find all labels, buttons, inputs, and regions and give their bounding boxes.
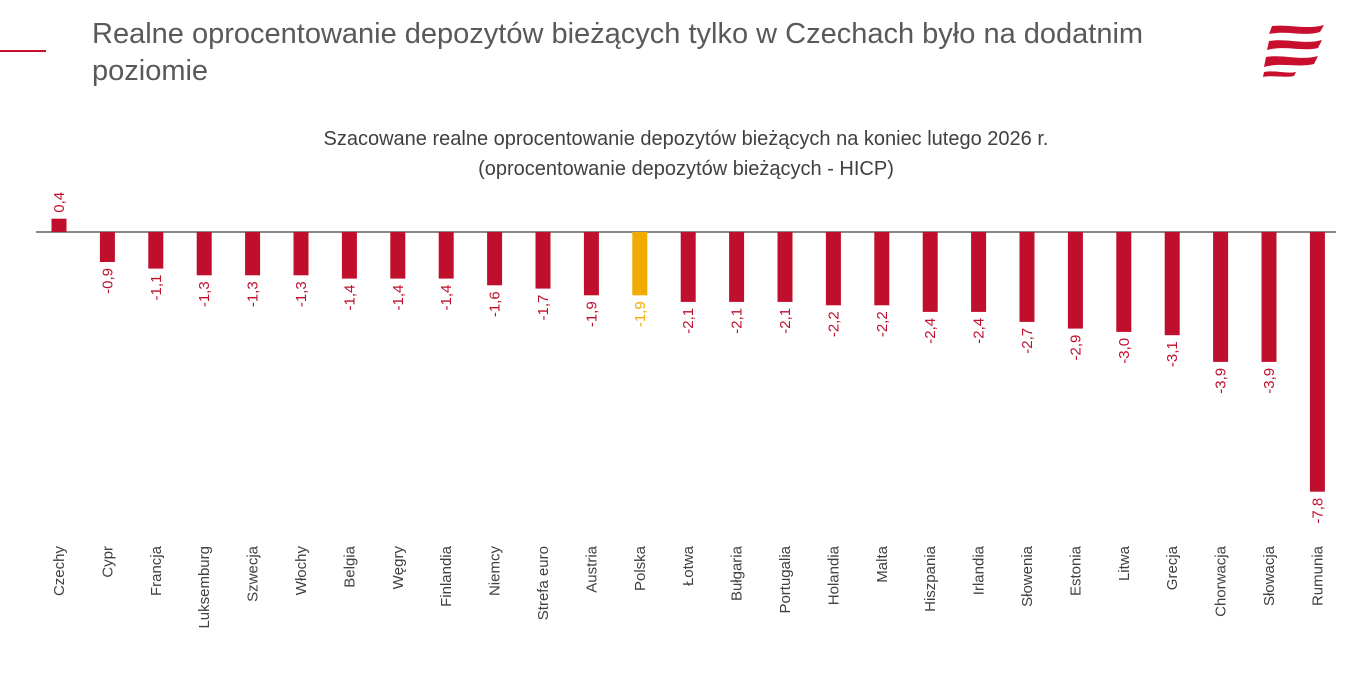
value-label: -1,3 [245,281,262,307]
bar [390,232,406,279]
category-label: Szwecja [245,545,262,602]
category-label: Belgia [341,545,358,587]
value-label: -1,3 [293,281,310,307]
bar [874,232,890,306]
category-label: Czechy [51,546,68,597]
category-label: Chorwacja [1213,545,1230,617]
value-label: -1,9 [583,301,600,327]
bar [196,232,212,276]
bar [632,232,648,296]
category-label: Strefa euro [535,546,552,620]
bar [293,232,309,276]
category-label: Słowenia [1019,545,1036,607]
value-label: 0,4 [51,192,68,213]
bar [245,232,261,276]
value-label: -2,1 [777,308,794,334]
value-label: -0,9 [99,268,116,294]
bar [971,232,987,312]
category-label: Grecja [1164,545,1181,590]
page-title: Realne oprocentowanie depozytów bieżącyc… [92,18,1144,87]
category-label: Słowacja [1261,545,1278,606]
value-label: -3,0 [1116,338,1133,364]
category-label: Łotwa [680,545,697,586]
category-label: Estonia [1067,545,1084,596]
bar [535,232,551,289]
category-label: Polska [632,545,649,591]
category-label: Austria [583,545,600,592]
value-label: -1,7 [535,295,552,321]
bar [1309,232,1325,492]
category-label: Rumunia [1309,545,1326,606]
category-label: Węgry [390,546,407,590]
category-label: Finlandia [438,545,455,607]
category-label: Luksemburg [196,546,213,629]
bar [1019,232,1035,322]
chart-title-block: Szacowane realne oprocentowanie depozytó… [200,124,1172,184]
bar [487,232,503,286]
value-label: -1,3 [196,281,213,307]
value-label: -2,9 [1067,335,1084,361]
value-label: -1,4 [341,285,358,311]
bar [1164,232,1180,336]
category-label: Irlandia [971,545,988,595]
bar [583,232,599,296]
value-label: -3,9 [1261,368,1278,394]
bar [777,232,793,302]
chart-subtitle: (oprocentowanie depozytów bieżących - HI… [478,158,894,180]
category-label: Bułgaria [729,545,746,601]
category-label: Litwa [1116,545,1133,581]
bar [341,232,357,279]
value-label: -2,1 [729,308,746,334]
value-label: -1,1 [148,275,165,301]
bar [729,232,745,302]
value-label: -3,1 [1164,341,1181,367]
bar [148,232,164,269]
bar [1213,232,1229,362]
value-label: -7,8 [1309,498,1326,524]
value-label: -2,4 [922,318,939,344]
category-label: Cypr [99,546,116,578]
category-label: Portugalia [777,545,794,613]
bar [99,232,115,262]
bar [438,232,454,279]
bar [1261,232,1277,362]
value-label: -2,2 [825,311,842,337]
bar [922,232,938,312]
chart-title: Szacowane realne oprocentowanie depozytó… [323,128,1049,150]
bar [1116,232,1132,332]
accent-line [0,50,46,52]
bar [825,232,841,306]
bar [51,218,67,232]
value-label: -1,4 [438,285,455,311]
value-label: -2,2 [874,311,891,337]
value-label: -2,1 [680,308,697,334]
stylized-flag-logo-icon [1263,25,1324,77]
bar [1067,232,1083,329]
category-label: Włochy [293,546,310,596]
category-label: Niemcy [487,546,504,597]
category-label: Francja [148,545,165,596]
category-label: Hiszpania [922,545,939,612]
value-label: -3,9 [1213,368,1230,394]
category-label: Holandia [825,545,842,605]
value-label: -2,4 [971,318,988,344]
value-label: -2,7 [1019,328,1036,354]
value-label: -1,9 [632,301,649,327]
bar [680,232,696,302]
value-label: -1,4 [390,285,407,311]
category-label: Malta [874,545,891,582]
value-label: -1,6 [487,291,504,317]
